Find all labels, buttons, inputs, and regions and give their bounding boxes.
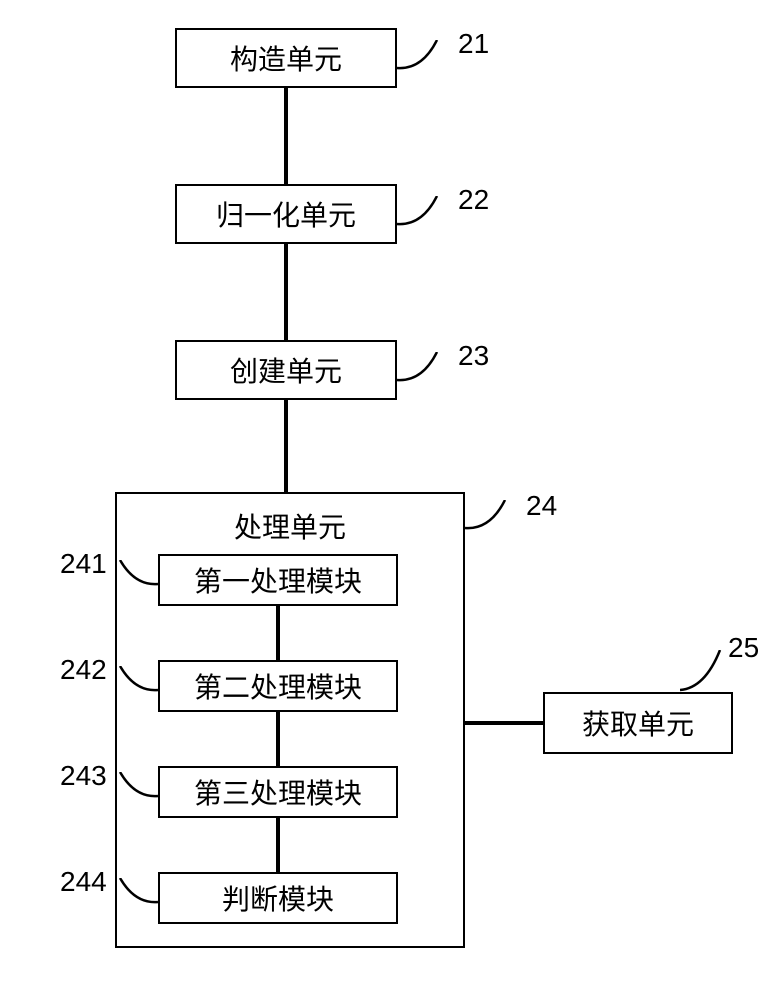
node-second-process-module: 第二处理模块 [158, 660, 398, 712]
node-first-process-module: 第一处理模块 [158, 554, 398, 606]
ref-label-242: 242 [60, 654, 107, 686]
ref-label-241: 241 [60, 548, 107, 580]
connector-curve [110, 666, 160, 696]
node-third-process-module: 第三处理模块 [158, 766, 398, 818]
node-label: 获取单元 [582, 703, 694, 743]
node-label: 判断模块 [222, 878, 334, 918]
connector [276, 712, 280, 766]
node-label: 第三处理模块 [194, 772, 362, 812]
ref-label-244: 244 [60, 866, 107, 898]
connector-curve [110, 878, 160, 908]
node-label: 创建单元 [230, 350, 342, 390]
connector-curve [110, 560, 160, 590]
connector [276, 606, 280, 660]
node-label: 归一化单元 [216, 194, 356, 234]
ref-label-243: 243 [60, 760, 107, 792]
connector [276, 818, 280, 872]
connector [284, 244, 288, 340]
connector-curve [397, 40, 452, 75]
connector-curve [110, 772, 160, 802]
node-construct-unit: 构造单元 [175, 28, 397, 88]
node-label: 第二处理模块 [194, 666, 362, 706]
ref-label-24: 24 [526, 490, 557, 522]
connector [284, 400, 288, 492]
ref-label-23: 23 [458, 340, 489, 372]
node-normalize-unit: 归一化单元 [175, 184, 397, 244]
ref-label-22: 22 [458, 184, 489, 216]
connector [465, 721, 543, 725]
node-acquire-unit: 获取单元 [543, 692, 733, 754]
node-label: 构造单元 [230, 38, 342, 78]
node-label: 第一处理模块 [194, 560, 362, 600]
ref-label-21: 21 [458, 28, 489, 60]
connector-curve [397, 196, 452, 231]
node-label: 处理单元 [234, 506, 346, 546]
node-judge-module: 判断模块 [158, 872, 398, 924]
node-create-unit: 创建单元 [175, 340, 397, 400]
connector-curve [397, 352, 452, 387]
connector-curve [680, 650, 735, 695]
ref-label-25: 25 [728, 632, 759, 664]
connector-curve [465, 500, 520, 535]
connector [284, 88, 288, 184]
